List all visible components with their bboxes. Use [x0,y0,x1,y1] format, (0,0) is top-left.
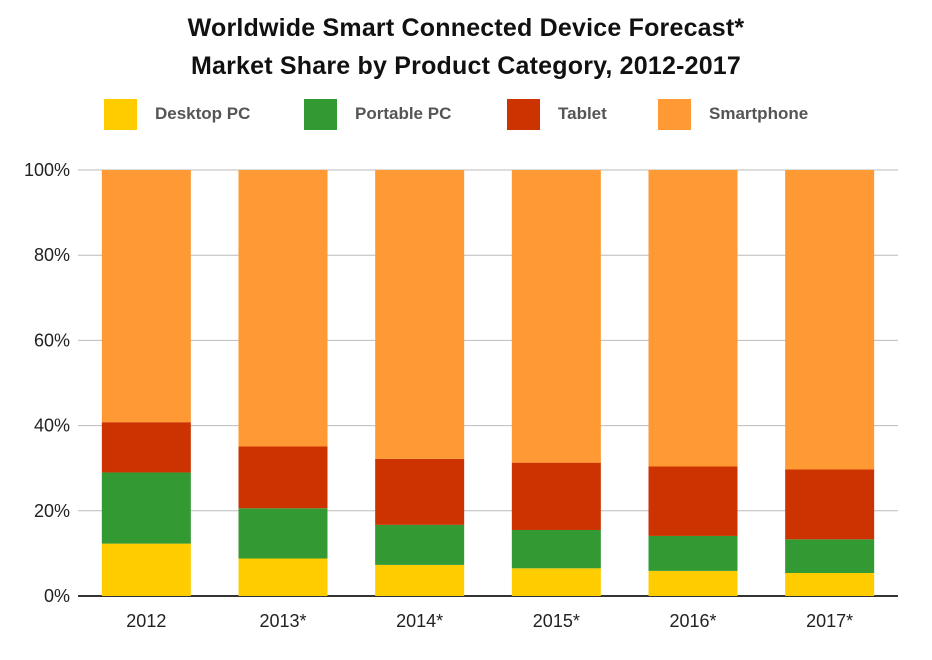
x-tick-label: 2012 [126,611,166,631]
legend-label-tablet: Tablet [558,104,607,123]
bar-2012-smartphone [101,170,191,423]
x-tick-label: 2014* [396,611,443,631]
y-tick-label: 40% [34,416,70,436]
legend: Desktop PC Portable PC Tablet Smartphone [0,97,932,131]
legend-swatch-desktop-pc [104,98,137,130]
legend-item-smartphone: Smartphone [658,97,808,131]
chart-title: Worldwide Smart Connected Device Forecas… [187,14,745,42]
x-tick-label: 2016* [669,611,716,631]
legend-label-portable-pc: Portable PC [355,104,452,123]
bar-2012-tablet [101,422,191,473]
legend-label-desktop-pc: Desktop PC [155,104,251,123]
bar-2013-portable-pc [238,508,328,559]
legend-swatch-smartphone [658,98,691,130]
bar-2012-portable-pc [101,472,191,544]
bar-2015-portable-pc [511,529,601,569]
chart-subtitle: Market Share by Product Category, 2012-2… [190,52,742,80]
bar-2014-desktop-pc [375,564,465,596]
bar-2014-smartphone [375,170,465,459]
bar-2017-desktop-pc [785,572,875,596]
bar-2015-desktop-pc [511,568,601,596]
bar-2014-tablet [375,458,465,525]
bar-2017-tablet [785,469,875,540]
legend-item-tablet: Tablet [507,97,607,131]
bar-2013-smartphone [238,170,328,447]
x-tick-label: 2017* [806,611,853,631]
bar-2012-desktop-pc [101,543,191,596]
bar-2013-desktop-pc [238,558,328,596]
y-tick-label: 0% [44,586,70,606]
bar-2017-portable-pc [785,539,875,573]
legend-swatch-portable-pc [304,98,337,130]
bar-2015-smartphone [511,170,601,463]
bar-2017-smartphone [785,170,875,470]
bar-2014-portable-pc [375,524,465,565]
bar-2016-portable-pc [648,535,738,571]
legend-label-smartphone: Smartphone [709,104,809,123]
legend-item-portable-pc: Portable PC [304,97,451,131]
bar-2013-tablet [238,446,328,509]
y-tick-label: 100% [24,160,70,180]
y-tick-label: 60% [34,330,70,350]
bar-2015-tablet [511,462,601,530]
legend-swatch-tablet [507,98,540,130]
bar-2016-tablet [648,466,738,536]
y-tick-label: 20% [34,501,70,521]
y-tick-label: 80% [34,245,70,265]
x-tick-label: 2013* [259,611,306,631]
bar-2016-smartphone [648,170,738,467]
x-tick-label: 2015* [533,611,580,631]
bar-2016-desktop-pc [648,570,738,596]
legend-item-desktop-pc: Desktop PC [104,97,250,131]
